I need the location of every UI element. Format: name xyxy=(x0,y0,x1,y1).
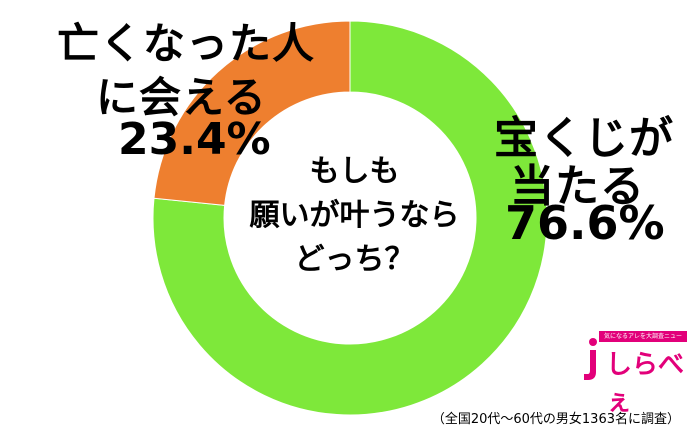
logo-text: しらべぇ xyxy=(606,350,685,417)
survey-footnote: （全国20代〜60代の男女1363名に調査） xyxy=(431,412,680,427)
logo-tagline: 気になるアレを大調査ニュース！ xyxy=(599,331,687,342)
donut-slice xyxy=(153,20,351,206)
slice-label-deceased-line2: に会える xyxy=(96,73,267,122)
slice-label-deceased-line1: 亡くなった人 xyxy=(57,19,316,68)
logo-mark-icon xyxy=(584,338,597,380)
shirabee-logo: 気になるアレを大調査ニュース！ しらべぇ xyxy=(580,328,688,417)
center-question: もしも 願いが叶うなら どっち？ xyxy=(227,150,482,282)
donut-slice xyxy=(152,20,548,416)
center-question-line: 願いが叶うなら xyxy=(249,198,460,233)
slice-label-lottery-line1: 宝くじが xyxy=(494,113,674,164)
slice-label-lottery-line2: 当たる xyxy=(510,161,645,212)
center-question-line: どっち？ xyxy=(294,242,415,277)
slice-value-deceased: 23.4% xyxy=(118,114,271,165)
slice-value-lottery: 76.6% xyxy=(505,196,665,250)
center-question-line: もしも xyxy=(309,154,400,189)
